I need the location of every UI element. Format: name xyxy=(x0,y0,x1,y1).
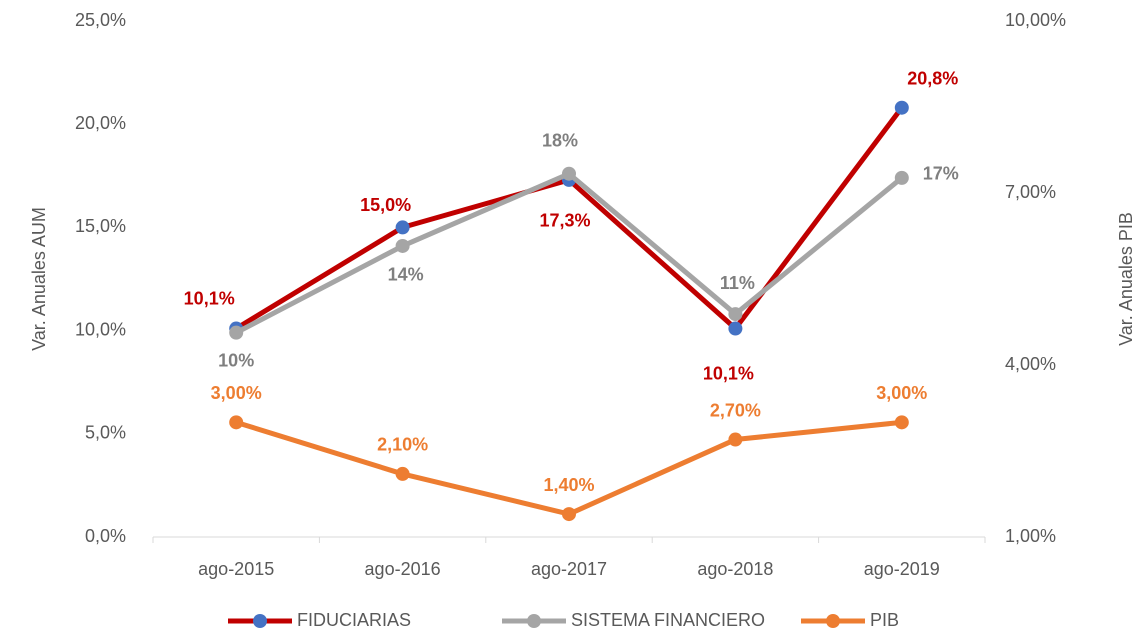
legend-marker xyxy=(253,614,267,628)
marker xyxy=(229,325,244,340)
data-label: 17% xyxy=(923,164,959,184)
marker xyxy=(728,307,743,322)
legend-label: FIDUCIARIAS xyxy=(297,610,411,630)
data-label: 3,00% xyxy=(211,383,262,403)
data-label: 14% xyxy=(388,265,424,285)
legend-marker xyxy=(527,614,541,628)
series-line xyxy=(235,171,904,335)
data-label: 17,3% xyxy=(539,211,590,231)
data-label: 10,1% xyxy=(184,288,235,308)
legend-marker xyxy=(826,614,840,628)
marker xyxy=(894,415,909,430)
y-tick-label: 5,0% xyxy=(85,423,126,443)
marker xyxy=(728,432,743,447)
y-tick-label: 25,0% xyxy=(75,10,126,30)
legend-label: PIB xyxy=(870,610,899,630)
x-tick-label: ago-2015 xyxy=(198,559,274,579)
y-tick-label: 10,0% xyxy=(75,319,126,339)
y-axis-title: Var. Anuales AUM xyxy=(29,207,49,351)
data-label: 10,1% xyxy=(703,363,754,383)
marker xyxy=(894,170,909,185)
y2-axis-title: Var. Anuales PIB xyxy=(1116,212,1136,346)
y2-tick-label: 10,00% xyxy=(1005,10,1066,30)
y-tick-label: 20,0% xyxy=(75,113,126,133)
data-label: 11% xyxy=(720,273,755,293)
y-tick-label: 15,0% xyxy=(75,216,126,236)
y2-tick-label: 1,00% xyxy=(1005,526,1056,546)
data-label: 3,00% xyxy=(876,383,927,403)
marker xyxy=(395,220,410,235)
marker xyxy=(894,100,909,115)
marker xyxy=(562,507,576,522)
y2-tick-label: 4,00% xyxy=(1005,354,1056,374)
data-label: 15,0% xyxy=(360,195,411,215)
x-tick-label: ago-2016 xyxy=(365,559,441,579)
marker xyxy=(562,166,576,181)
y2-tick-label: 7,00% xyxy=(1005,182,1056,202)
x-tick-label: ago-2018 xyxy=(697,559,773,579)
x-tick-label: ago-2017 xyxy=(531,559,607,579)
y-tick-label: 0,0% xyxy=(85,526,126,546)
data-label: 2,70% xyxy=(710,400,761,420)
legend-label: SISTEMA FINANCIERO xyxy=(571,610,765,630)
series-line xyxy=(235,419,903,517)
marker xyxy=(395,238,410,253)
data-label: 18% xyxy=(542,130,578,150)
marker xyxy=(728,321,743,336)
data-label: 1,40% xyxy=(543,475,594,495)
data-label: 20,8% xyxy=(907,68,958,88)
marker xyxy=(229,415,244,430)
x-tick-label: ago-2019 xyxy=(864,559,940,579)
data-label: 10% xyxy=(218,350,254,370)
marker xyxy=(395,466,410,481)
data-label: 2,10% xyxy=(377,435,428,455)
